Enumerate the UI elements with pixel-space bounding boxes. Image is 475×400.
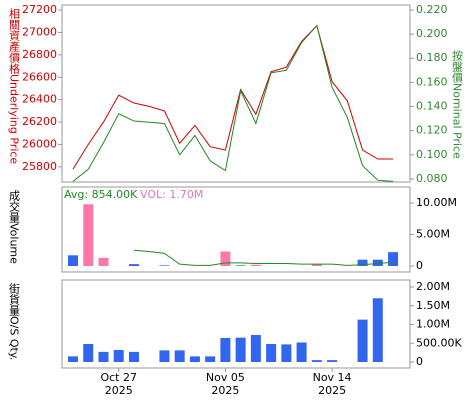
- bar: [311, 360, 322, 363]
- bar: [68, 356, 78, 363]
- bar: [220, 251, 231, 267]
- y2-tick-label: 0.220: [416, 3, 448, 16]
- y-tick-label: 25800: [22, 160, 57, 173]
- y2-tick-label: 0.200: [416, 27, 448, 40]
- y2-tick-label: 0.180: [416, 51, 448, 64]
- x-tick-label: Oct 27: [100, 371, 137, 384]
- bar: [357, 259, 368, 267]
- bar: [68, 255, 78, 267]
- line: [72, 24, 394, 182]
- y-tick-label: 500.00K: [416, 336, 462, 349]
- bar: [250, 264, 261, 267]
- y2-tick-label: 0.140: [416, 100, 448, 113]
- x-tick-year: 2025: [211, 384, 239, 397]
- y-tick-label: 26400: [22, 93, 57, 106]
- y2-tick-label: 0.080: [416, 172, 448, 185]
- bar: [220, 338, 231, 363]
- y-tick-label: 26200: [22, 115, 57, 128]
- bar: [327, 360, 338, 363]
- bar: [83, 204, 94, 267]
- bar: [98, 257, 109, 267]
- y-tick-label: 26600: [22, 70, 57, 83]
- panel-frame: [61, 279, 411, 369]
- bar: [174, 350, 185, 363]
- bar: [159, 350, 170, 363]
- y-axis-label: 街貨量O/S Qty.: [8, 282, 21, 361]
- line: [133, 249, 394, 266]
- panel-frame: [61, 4, 411, 183]
- bar: [128, 264, 139, 267]
- y2-tick-label: 0.100: [416, 148, 448, 161]
- bar: [98, 351, 109, 363]
- bar: [266, 344, 277, 363]
- bar: [205, 356, 216, 363]
- y-tick-label: 0: [416, 259, 423, 272]
- annotation: Avg: 854.00K: [64, 188, 138, 201]
- y-tick-label: 26000: [22, 137, 57, 150]
- bar: [159, 265, 170, 267]
- x-tick-label: Nov 14: [313, 371, 352, 384]
- y-tick-label: 5.00M: [416, 228, 450, 241]
- bar: [235, 265, 246, 267]
- y-tick-label: 2.00M: [416, 280, 450, 293]
- bar: [189, 356, 200, 363]
- y-tick-label: 26800: [22, 48, 57, 61]
- y-tick-label: 27000: [22, 25, 57, 38]
- bar: [281, 344, 292, 363]
- y-tick-label: 0: [416, 355, 423, 368]
- y2-tick-label: 0.160: [416, 75, 448, 88]
- y-tick-label: 27200: [22, 3, 57, 16]
- x-tick-year: 2025: [318, 384, 346, 397]
- line: [72, 24, 394, 170]
- bar: [372, 298, 383, 363]
- bar: [357, 319, 368, 363]
- y-axis-label: 成交量Volume: [8, 190, 21, 264]
- bar: [250, 335, 261, 363]
- bar: [388, 252, 399, 267]
- bar: [83, 344, 94, 363]
- bar: [311, 264, 322, 267]
- bar: [296, 342, 307, 363]
- x-tick-year: 2025: [105, 384, 133, 397]
- bar: [235, 337, 246, 363]
- y2-axis-label: 按盤價Nominal Price: [451, 49, 464, 159]
- x-tick-label: Nov 05: [206, 371, 245, 384]
- y-tick-label: 10.00M: [416, 196, 457, 209]
- panel-frame: [61, 186, 411, 273]
- y-axis-label: 相關資產價格Underlying Price: [8, 8, 21, 165]
- y-tick-label: 1.50M: [416, 299, 450, 312]
- bar: [128, 351, 139, 363]
- y-tick-label: 1.00M: [416, 318, 450, 331]
- y2-tick-label: 0.120: [416, 124, 448, 137]
- annotation: VOL: 1.70M: [140, 188, 203, 201]
- bar: [372, 259, 383, 267]
- bar: [113, 350, 124, 363]
